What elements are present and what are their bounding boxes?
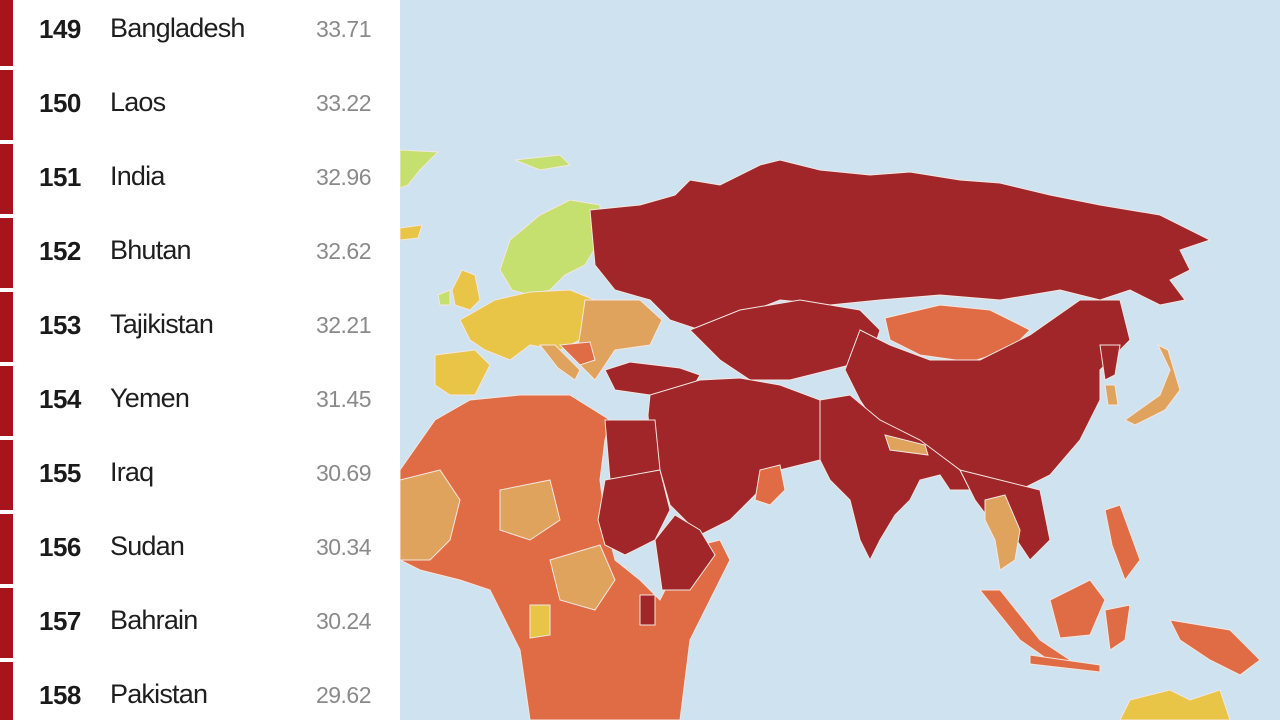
rank-number: 156 (39, 532, 81, 562)
region-iberia[interactable] (434, 349, 491, 396)
ranking-row[interactable]: 149 Bangladesh 33.71 (0, 0, 400, 68)
country-name: Bangladesh (110, 13, 245, 43)
region-uk[interactable] (451, 269, 481, 311)
ranking-row[interactable]: 152 Bhutan 32.62 (0, 216, 400, 290)
map-svg (400, 149, 1261, 720)
region-java[interactable] (1029, 654, 1101, 673)
region-scandinavia[interactable] (499, 199, 601, 296)
score-value: 29.62 (315, 682, 372, 708)
region-rwanda[interactable] (639, 594, 656, 626)
region-oman[interactable] (754, 464, 786, 506)
country-name: Bhutan (110, 235, 192, 265)
region-italy[interactable] (538, 344, 581, 381)
rank-number: 151 (39, 162, 81, 192)
world-map[interactable] (400, 0, 1280, 720)
region-sulawesi[interactable] (1104, 604, 1131, 651)
region-sumatra[interactable] (978, 589, 1071, 669)
category-marker (0, 144, 13, 214)
rank-number: 157 (39, 606, 81, 636)
region-middle-east[interactable] (647, 377, 841, 536)
score-value: 30.34 (315, 534, 372, 560)
ranking-row[interactable]: 158 Pakistan 29.62 (0, 660, 400, 720)
country-name: Yemen (110, 383, 190, 413)
country-name: Bahrain (110, 605, 198, 635)
rank-number: 154 (39, 384, 81, 414)
ranking-row[interactable]: 157 Bahrain 30.24 (0, 586, 400, 660)
region-japan[interactable] (1124, 343, 1181, 426)
region-south-korea[interactable] (1104, 384, 1119, 406)
region-papua[interactable] (1169, 619, 1261, 676)
ranking-row[interactable]: 156 Sudan 30.34 (0, 512, 400, 586)
ranking-row[interactable]: 151 India 32.96 (0, 142, 400, 216)
region-balkans[interactable] (558, 341, 596, 366)
category-marker (0, 588, 13, 658)
region-sudan[interactable] (597, 469, 671, 556)
country-name: Tajikistan (110, 309, 214, 339)
score-value: 31.45 (315, 386, 372, 412)
region-ireland[interactable] (437, 289, 451, 306)
score-value: 33.71 (315, 16, 372, 42)
country-name: Pakistan (110, 679, 208, 709)
score-value: 32.21 (315, 312, 372, 338)
region-nepal[interactable] (884, 434, 929, 456)
score-value: 32.62 (315, 238, 372, 264)
country-name: India (110, 161, 165, 191)
rank-number: 149 (39, 14, 81, 44)
region-australia[interactable] (1119, 689, 1231, 720)
rank-number: 150 (39, 88, 81, 118)
category-marker (0, 218, 13, 288)
ranking-row[interactable]: 153 Tajikistan 32.21 (0, 290, 400, 364)
category-marker (0, 292, 13, 362)
score-value: 30.69 (315, 460, 372, 486)
rank-number: 152 (39, 236, 81, 266)
score-value: 33.22 (315, 90, 372, 116)
country-name: Iraq (110, 457, 154, 487)
rank-number: 155 (39, 458, 81, 488)
ranking-row[interactable]: 154 Yemen 31.45 (0, 364, 400, 438)
region-borneo[interactable] (1049, 579, 1106, 639)
region-sahel[interactable] (499, 479, 561, 541)
score-value: 32.96 (315, 164, 372, 190)
region-philippines[interactable] (1104, 504, 1141, 582)
region-iceland[interactable] (514, 154, 572, 171)
ranking-row[interactable]: 155 Iraq 30.69 (0, 438, 400, 512)
region-west-africa[interactable] (400, 469, 461, 561)
category-marker (0, 662, 13, 720)
category-marker (0, 366, 13, 436)
region-india[interactable] (819, 394, 971, 562)
ranking-row[interactable]: 150 Laos 33.22 (0, 68, 400, 142)
region-central-africa[interactable] (549, 544, 616, 611)
region-ethiopia[interactable] (654, 514, 716, 591)
rank-number: 158 (39, 680, 81, 710)
region-greenland[interactable] (400, 149, 440, 189)
category-marker (0, 514, 13, 584)
country-name: Sudan (110, 531, 185, 561)
rank-number: 153 (39, 310, 81, 340)
region-thailand[interactable] (984, 494, 1021, 571)
category-marker (0, 440, 13, 510)
score-value: 30.24 (315, 608, 372, 634)
region-atlantic-fragment[interactable] (400, 224, 423, 241)
ranking-list: 149 Bangladesh 33.71 150 Laos 33.22 151 India 32… (0, 0, 400, 720)
region-korea[interactable] (1099, 344, 1121, 381)
category-marker (0, 0, 13, 66)
category-marker (0, 70, 13, 140)
region-gabon[interactable] (529, 604, 551, 639)
country-name: Laos (110, 87, 166, 117)
